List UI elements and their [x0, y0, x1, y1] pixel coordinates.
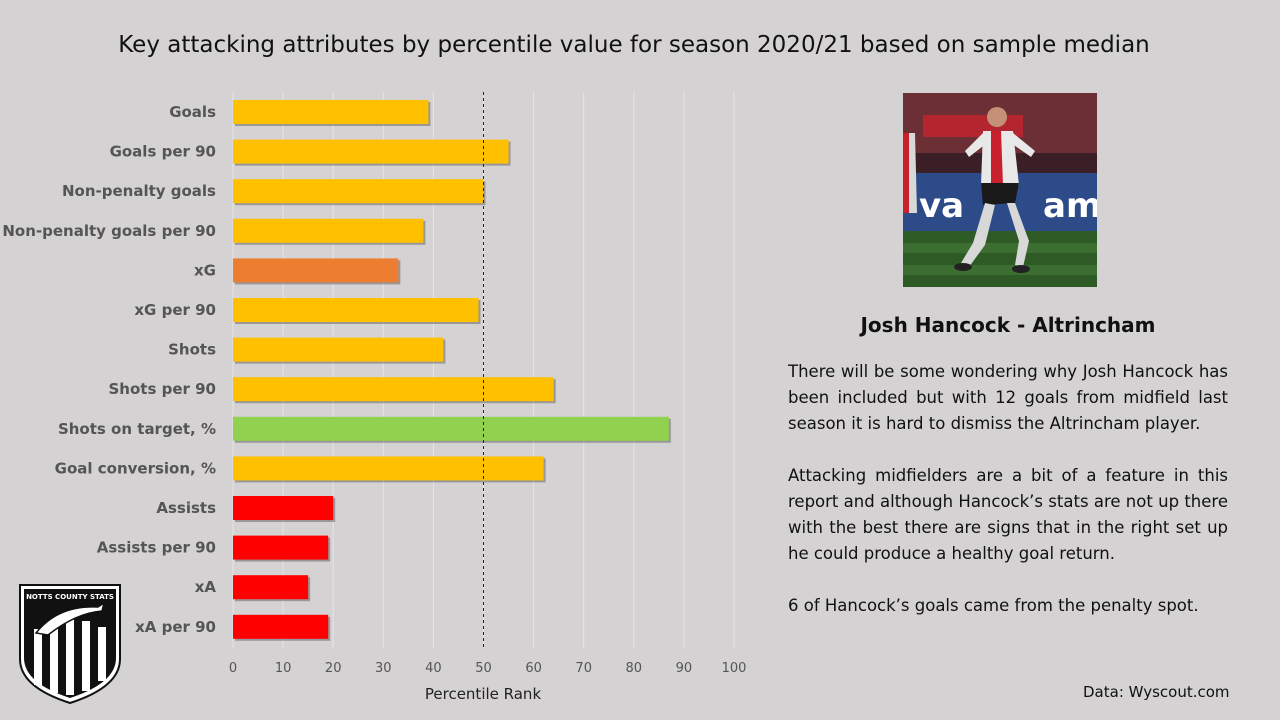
bars	[233, 100, 671, 641]
category-label: Shots per 90	[108, 380, 216, 398]
x-axis-label: Percentile Rank	[425, 685, 542, 703]
notts-county-stats-logo: NOTTS COUNTY STATS	[19, 584, 121, 705]
category-label: Non-penalty goals	[62, 182, 216, 200]
bar	[233, 298, 479, 322]
category-label: Non-penalty goals per 90	[2, 222, 216, 240]
x-tick-label: 90	[676, 661, 693, 676]
x-tick-label: 40	[425, 661, 442, 676]
category-label: Goals	[169, 103, 216, 121]
bar	[233, 416, 669, 441]
player-description: There will be some wondering why Josh Ha…	[788, 359, 1228, 645]
category-label: Shots on target, %	[58, 420, 216, 438]
category-label: Goals per 90	[110, 143, 216, 161]
bar	[233, 337, 444, 362]
bar	[233, 258, 399, 283]
bar	[233, 179, 484, 204]
player-photo: va ama	[903, 93, 1097, 287]
category-labels: Goals Goals per 90 Non-penalty goals Non-pe…	[2, 103, 216, 636]
category-label: xA per 90	[135, 618, 216, 636]
x-tick-label: 100	[722, 661, 747, 676]
x-tick-label: 80	[626, 661, 643, 676]
category-label: xG	[194, 261, 216, 279]
category-label: xG per 90	[134, 301, 216, 319]
photo-banner-text-2: ama	[1043, 186, 1097, 226]
category-label: Shots	[168, 341, 216, 359]
photo-banner-text: va	[919, 186, 964, 226]
bar	[233, 139, 509, 164]
category-label: xA	[195, 578, 217, 596]
chart-title: Key attacking attributes by percentile v…	[118, 32, 1150, 58]
description-paragraph: There will be some wondering why Josh Ha…	[788, 362, 1228, 433]
x-tick-label: 10	[275, 661, 292, 676]
x-tick-label: 50	[475, 661, 492, 676]
bar	[233, 377, 554, 402]
player-name: Josh Hancock - Altrincham	[860, 313, 1156, 337]
category-label: Goal conversion, %	[55, 459, 216, 477]
category-label: Assists per 90	[97, 539, 216, 557]
description-paragraph: Attacking midfielders are a bit of a fea…	[788, 466, 1228, 563]
bar	[233, 614, 329, 639]
data-source: Data: Wyscout.com	[1083, 683, 1230, 701]
bar	[233, 218, 424, 243]
logo-text: NOTTS COUNTY STATS	[26, 593, 114, 601]
percentile-bar-chart: Goals Goals per 90 Non-penalty goals Non-pe…	[2, 92, 747, 703]
bar	[233, 100, 429, 124]
category-label: Assists	[156, 499, 216, 517]
x-tick-label: 60	[525, 661, 542, 676]
x-tick-label: 70	[575, 661, 592, 676]
bar	[233, 456, 544, 481]
bar	[233, 575, 309, 600]
x-tick-label: 0	[229, 661, 237, 676]
description-paragraph: 6 of Hancock’s goals came from the penal…	[788, 596, 1199, 615]
tick-labels: 0 10 20 30 40 50 60 70 80 90 100	[229, 661, 747, 676]
bar	[233, 496, 334, 520]
x-tick-label: 30	[375, 661, 392, 676]
bar	[233, 535, 329, 560]
x-tick-label: 20	[325, 661, 342, 676]
